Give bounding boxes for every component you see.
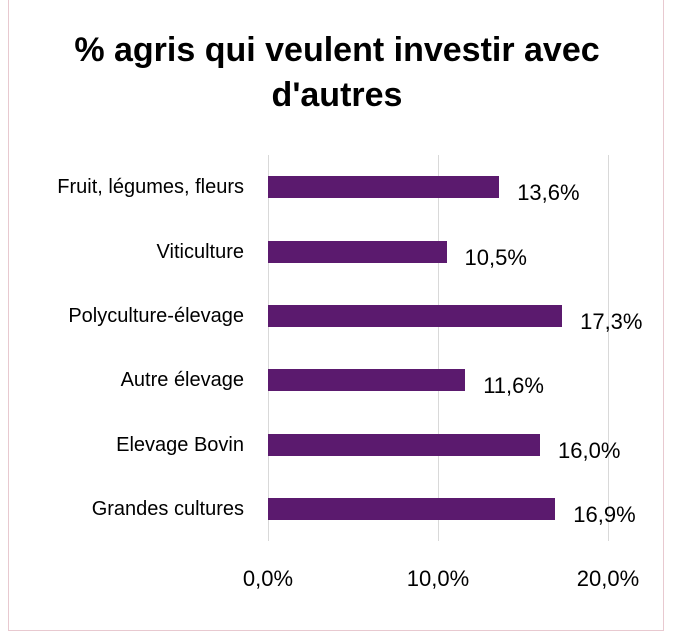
grid-line: [437, 155, 439, 541]
data-label: 17,3%: [580, 308, 643, 334]
bar: [268, 497, 556, 520]
category-text: Autre élevage: [120, 369, 244, 392]
y-tick-label: Polyculture-élevage: [32, 303, 244, 329]
category-text: Fruit, légumes, fleurs: [57, 176, 244, 199]
category-text: Elevage Bovin: [116, 433, 244, 456]
y-tick-label: Fruit, légumes, fleurs: [32, 174, 244, 200]
data-label: 16,9%: [573, 501, 636, 527]
chart-frame: [8, 0, 664, 631]
bar: [268, 176, 500, 199]
chart-title: % agris qui veulent investir avec d'autr…: [74, 31, 600, 114]
x-tick-label: 20,0%: [576, 566, 640, 591]
grid-line: [607, 155, 609, 541]
grid-line: [267, 155, 269, 541]
data-label: 10,5%: [464, 244, 527, 270]
bar: [268, 433, 540, 456]
category-text: Viticulture: [156, 240, 244, 263]
category-text: Grandes cultures: [91, 497, 244, 520]
bar: [268, 369, 466, 392]
y-tick-label: Grandes cultures: [32, 496, 244, 522]
x-tick-label: 10,0%: [406, 566, 470, 591]
bar: [268, 240, 447, 263]
data-label: 16,0%: [558, 437, 621, 463]
bar: [268, 304, 563, 327]
y-tick-label: Autre élevage: [32, 367, 244, 393]
y-tick-label: Viticulture: [32, 239, 244, 265]
category-text: Polyculture-élevage: [68, 304, 244, 327]
y-tick-label: Elevage Bovin: [32, 432, 244, 458]
data-label: 11,6%: [483, 373, 544, 399]
x-tick-label: 0,0%: [242, 566, 294, 591]
data-label: 13,6%: [517, 180, 580, 206]
